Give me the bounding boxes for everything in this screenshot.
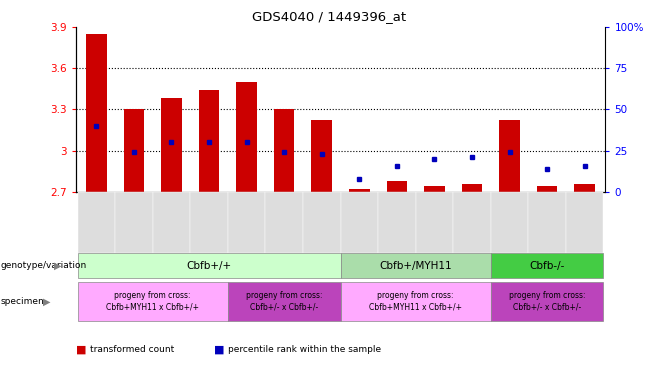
- Bar: [124, 109, 144, 192]
- Bar: [424, 187, 445, 192]
- Text: progeny from cross:
Cbfb+MYH11 x Cbfb+/+: progeny from cross: Cbfb+MYH11 x Cbfb+/+: [369, 291, 462, 312]
- Text: genotype/variation: genotype/variation: [1, 262, 87, 270]
- Bar: [311, 121, 332, 192]
- Text: ▶: ▶: [54, 261, 61, 271]
- Bar: [499, 121, 520, 192]
- Text: Cbfb+/+: Cbfb+/+: [186, 261, 232, 271]
- Bar: [274, 109, 295, 192]
- Bar: [574, 184, 595, 192]
- Bar: [236, 82, 257, 192]
- Text: specimen: specimen: [1, 297, 44, 306]
- Bar: [349, 189, 370, 192]
- Text: progeny from cross:
Cbfb+MYH11 x Cbfb+/+: progeny from cross: Cbfb+MYH11 x Cbfb+/+: [106, 291, 199, 312]
- Text: ▶: ▶: [43, 296, 50, 306]
- Bar: [199, 90, 219, 192]
- Text: transformed count: transformed count: [90, 345, 174, 354]
- Text: Cbfb-/-: Cbfb-/-: [530, 261, 565, 271]
- Text: ■: ■: [214, 344, 224, 354]
- Text: Cbfb+/MYH11: Cbfb+/MYH11: [379, 261, 452, 271]
- Bar: [462, 184, 482, 192]
- Bar: [86, 34, 107, 192]
- Bar: [386, 181, 407, 192]
- Text: progeny from cross:
Cbfb+/- x Cbfb+/-: progeny from cross: Cbfb+/- x Cbfb+/-: [509, 291, 586, 312]
- Text: GDS4040 / 1449396_at: GDS4040 / 1449396_at: [252, 10, 406, 23]
- Text: progeny from cross:
Cbfb+/- x Cbfb+/-: progeny from cross: Cbfb+/- x Cbfb+/-: [246, 291, 322, 312]
- Text: percentile rank within the sample: percentile rank within the sample: [228, 345, 382, 354]
- Bar: [537, 187, 557, 192]
- Bar: [161, 98, 182, 192]
- Text: ■: ■: [76, 344, 86, 354]
